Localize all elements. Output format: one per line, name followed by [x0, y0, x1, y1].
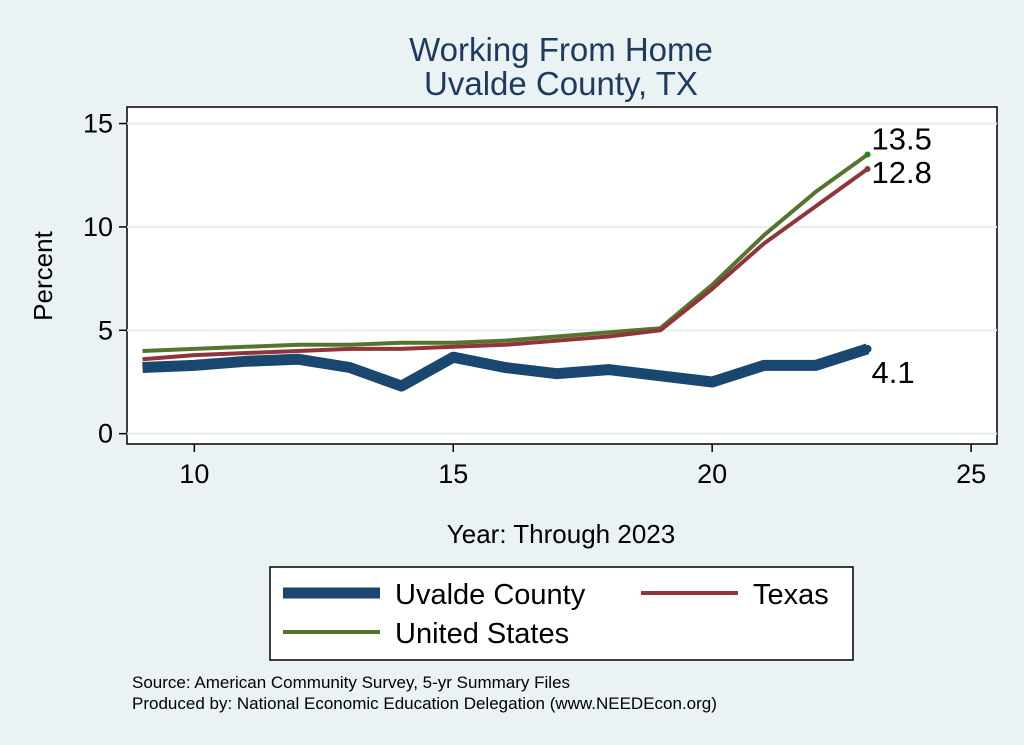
x-tick-label-25: 25	[956, 459, 986, 489]
x-axis-title: Year: Through 2023	[447, 519, 675, 549]
end-label-texas: 12.8	[872, 155, 932, 190]
legend-label-texas: Texas	[753, 579, 829, 611]
legend-label-united-states: United States	[395, 618, 569, 650]
legend-box	[269, 566, 854, 661]
y-tick-label-5: 5	[98, 315, 113, 345]
end-label-united-states: 13.5	[872, 122, 932, 157]
x-tick-label-15: 15	[438, 459, 468, 489]
y-tick-label-15: 15	[83, 109, 113, 139]
series-line-texas	[142, 167, 869, 362]
source-line-2: Produced by: National Economic Education…	[132, 694, 717, 713]
series-line-uvalde-county	[142, 343, 870, 392]
series-end-marker-uvalde-county	[863, 344, 872, 353]
series-end-marker-texas	[864, 166, 871, 173]
label-layer: 4.1 12.813.5	[872, 122, 932, 390]
series-line-united-states	[142, 152, 869, 353]
series-end-marker-united-states	[864, 151, 871, 158]
x-tick-label-20: 20	[697, 459, 727, 489]
series-layer	[142, 151, 872, 392]
chart-title-line-2: Uvalde County, TX	[424, 65, 698, 102]
y-tick-label-10: 10	[83, 212, 113, 242]
legend-layer: Uvalde County Texas United States	[283, 579, 829, 650]
y-tick-label-0: 0	[98, 419, 113, 449]
source-line-1: Source: American Community Survey, 5-yr …	[132, 673, 570, 692]
chart-title-line-1: Working From Home	[409, 31, 713, 68]
plot-area	[126, 106, 998, 445]
y-axis-title: Percent	[28, 230, 58, 320]
grid-layer	[127, 122, 997, 435]
end-label-uvalde-county: 4.1	[872, 355, 915, 390]
axis-layer: 0 5 10 15 10 15 20 25	[83, 109, 986, 489]
x-tick-label-10: 10	[179, 459, 209, 489]
legend-label-uvalde-county: Uvalde County	[395, 579, 586, 611]
